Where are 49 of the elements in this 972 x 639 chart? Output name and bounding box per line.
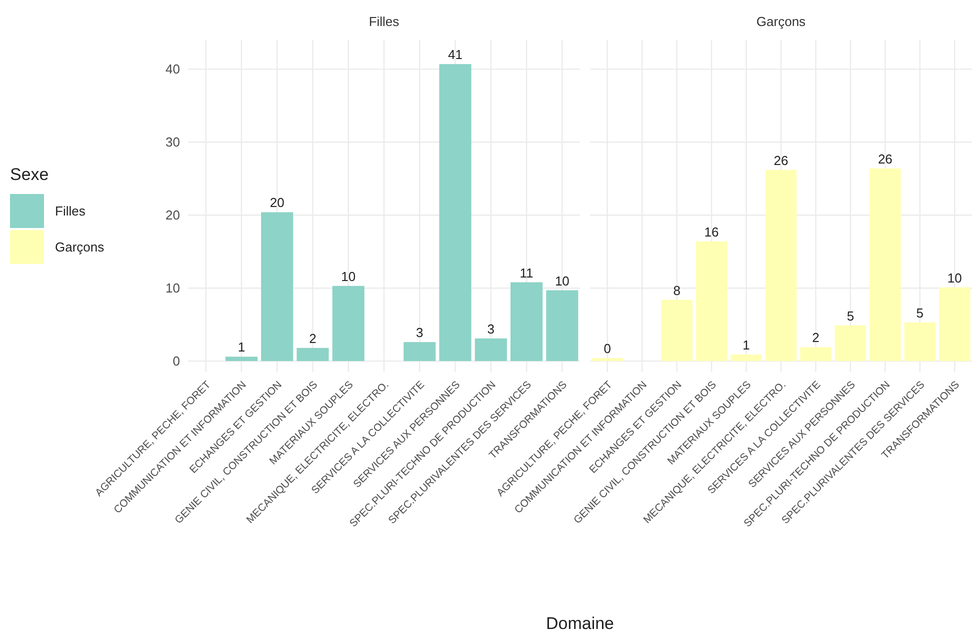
bar [474, 338, 507, 362]
bar [261, 212, 294, 362]
y-tick-label: 40 [166, 62, 180, 77]
y-tick-label: 30 [166, 134, 180, 150]
bar [730, 354, 762, 362]
bar [661, 300, 692, 362]
data-label: 1 [742, 337, 750, 352]
x-axis-title: Domaine [546, 614, 614, 633]
bar [296, 348, 329, 362]
legend-title: Sexe [10, 165, 49, 184]
bar [332, 286, 364, 362]
data-label: 5 [916, 305, 924, 320]
data-label: 26 [774, 152, 788, 168]
bar [904, 322, 936, 362]
bar [404, 342, 436, 362]
bar [225, 356, 258, 362]
data-label: 10 [554, 273, 570, 288]
data-label: 11 [520, 265, 534, 280]
bar [439, 64, 472, 362]
y-tick-label: 10 [166, 280, 180, 296]
data-label: 10 [341, 268, 356, 284]
bar [510, 282, 543, 362]
text: Garçons [55, 240, 105, 255]
bar [800, 347, 832, 362]
data-label: 41 [448, 47, 463, 62]
data-label: 16 [704, 224, 719, 240]
chart-title: Garçons [756, 14, 806, 29]
data-label: 3 [416, 325, 424, 340]
data-label: 3 [487, 321, 495, 336]
text: Filles [55, 204, 86, 219]
chart-title: Filles [368, 14, 400, 29]
data-label: 0 [604, 341, 611, 356]
bar [834, 325, 866, 362]
data-label: 8 [673, 282, 680, 298]
data-label: 1 [238, 340, 246, 355]
bar [939, 287, 970, 362]
bar [546, 290, 578, 362]
bar [696, 241, 728, 362]
bar [765, 170, 797, 362]
data-label: 10 [947, 270, 962, 286]
data-label: 5 [846, 308, 854, 324]
data-label: 20 [270, 195, 284, 210]
bar [870, 168, 901, 362]
bar [592, 358, 623, 362]
y-tick-label: 0 [172, 354, 180, 369]
data-label: 2 [309, 330, 316, 346]
data-label: 26 [878, 151, 892, 166]
data-label: 2 [812, 330, 820, 346]
y-tick-label: 20 [166, 208, 180, 223]
